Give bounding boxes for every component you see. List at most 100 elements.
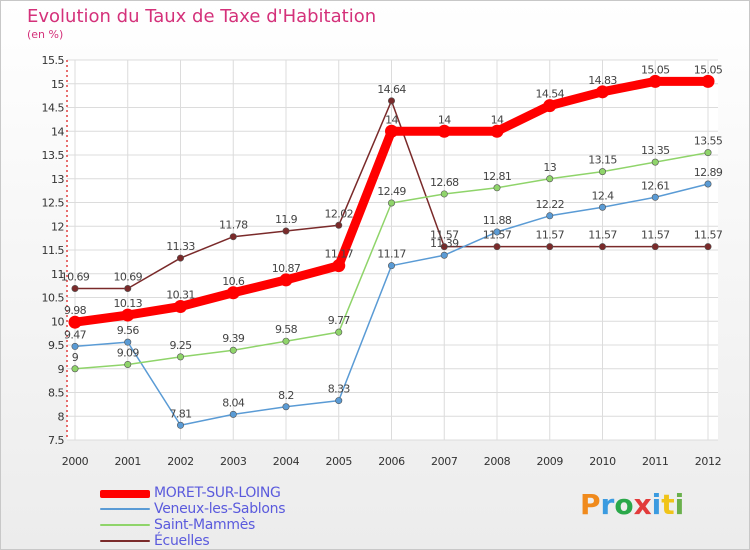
data-point <box>335 397 343 405</box>
data-point <box>335 328 343 336</box>
data-label: 11.88 <box>483 214 512 227</box>
data-label: 12.81 <box>483 170 512 183</box>
data-point <box>282 403 290 411</box>
data-label: 10.31 <box>166 289 195 302</box>
legend-label-ecuelles: Écuelles <box>154 533 210 549</box>
y-tick-label: 15.5 <box>42 54 65 67</box>
data-label: 14.83 <box>588 74 617 87</box>
legend-item-veneux: Veneux-les-Sablons <box>100 501 360 518</box>
data-point <box>177 353 185 361</box>
data-label: 12.49 <box>377 185 406 198</box>
data-label: 14 <box>438 113 451 126</box>
data-label: 9 <box>72 351 79 364</box>
logo-letter: x <box>633 488 652 521</box>
data-label: 13.35 <box>641 144 670 157</box>
x-tick-label: 2001 <box>115 455 141 468</box>
data-point <box>440 243 448 251</box>
y-tick-label: 10.5 <box>42 292 65 305</box>
legend-label-veneux: Veneux-les-Sablons <box>154 501 286 517</box>
data-label: 13 <box>543 161 556 174</box>
data-label: 12.89 <box>694 166 723 179</box>
data-point <box>701 74 715 88</box>
data-label: 9.25 <box>169 339 192 352</box>
logo-letter: i <box>651 488 662 521</box>
data-label: 12.02 <box>325 207 354 220</box>
data-point <box>440 190 448 198</box>
data-point <box>387 262 395 270</box>
data-point <box>71 342 79 350</box>
data-point <box>546 175 554 183</box>
y-tick-label: 11.5 <box>42 244 65 257</box>
data-point <box>704 243 712 251</box>
data-label: 9.47 <box>64 328 87 341</box>
data-point <box>493 184 501 192</box>
data-point <box>174 300 187 314</box>
data-point <box>68 315 82 329</box>
x-tick-label: 2002 <box>167 455 193 468</box>
data-point <box>704 180 712 188</box>
data-label: 10.69 <box>114 270 143 283</box>
data-point <box>651 158 659 166</box>
x-tick-label: 2010 <box>589 455 616 468</box>
data-point <box>598 203 606 211</box>
data-label: 13.55 <box>694 135 723 148</box>
data-point <box>651 243 659 251</box>
data-label: 10.6 <box>222 275 245 288</box>
data-label: 11.57 <box>641 229 670 242</box>
logo-letter: o <box>614 488 634 521</box>
y-tick-label: 8.5 <box>48 387 64 400</box>
data-point <box>124 338 132 346</box>
data-label: 11.39 <box>430 237 459 250</box>
data-label: 9.98 <box>64 304 87 317</box>
data-label: 11.33 <box>166 240 195 253</box>
data-label: 12.61 <box>641 179 670 192</box>
data-label: 9.09 <box>117 346 140 359</box>
legend: MORET-SUR-LOING Veneux-les-Sablons Saint… <box>100 485 360 550</box>
data-label: 12.4 <box>591 189 614 202</box>
x-tick-label: 2005 <box>326 455 353 468</box>
data-point <box>226 286 240 300</box>
legend-item-ecuelles: Écuelles <box>100 533 360 550</box>
x-tick-label: 2009 <box>537 455 564 468</box>
x-tick-label: 2012 <box>695 455 721 468</box>
data-point <box>385 124 398 138</box>
data-point <box>440 251 448 259</box>
data-label: 11.57 <box>483 229 512 242</box>
data-point <box>490 124 504 138</box>
y-tick-label: 8 <box>58 410 65 423</box>
y-tick-label: 14 <box>51 125 64 138</box>
data-point <box>124 284 132 292</box>
data-point <box>546 243 554 251</box>
y-tick-label: 13 <box>51 173 64 186</box>
data-label: 10.87 <box>272 262 301 275</box>
proxiti-logo: Proxiti <box>580 488 684 521</box>
y-tick-label: 7.5 <box>48 434 64 447</box>
y-tick-label: 10 <box>51 315 64 328</box>
data-label: 11.17 <box>325 248 354 261</box>
data-point <box>229 410 237 418</box>
x-tick-label: 2007 <box>431 455 458 468</box>
data-point <box>387 97 395 105</box>
data-point <box>177 254 185 262</box>
data-label: 8.2 <box>278 389 294 402</box>
data-point <box>71 365 79 373</box>
data-point <box>648 74 662 88</box>
data-point <box>598 168 606 176</box>
x-tick-label: 2008 <box>484 455 511 468</box>
y-tick-label: 13.5 <box>42 149 65 162</box>
legend-swatch-veneux <box>100 508 150 510</box>
data-label: 15.05 <box>694 63 723 76</box>
data-label: 11.57 <box>536 229 565 242</box>
x-tick-label: 2006 <box>378 455 405 468</box>
data-label: 11.9 <box>275 213 298 226</box>
chart-unit-label: (en %) <box>27 28 64 41</box>
data-label: 11.57 <box>588 229 617 242</box>
data-label: 12.68 <box>430 176 459 189</box>
data-label: 9.77 <box>328 314 351 327</box>
data-label: 14 <box>491 113 504 126</box>
legend-item-saint-mammes: Saint-Mammès <box>100 517 360 534</box>
logo-letter: P <box>580 488 601 521</box>
y-tick-label: 9.5 <box>48 339 64 352</box>
